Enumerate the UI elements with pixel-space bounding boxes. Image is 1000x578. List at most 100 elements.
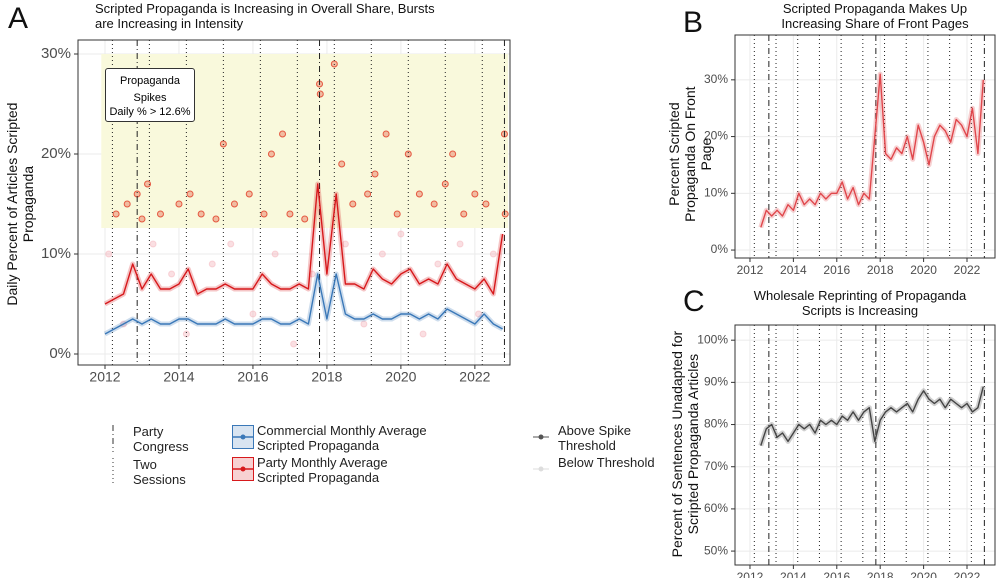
y-axis-label: Percent of Sentences Unadapted for Scrip… bbox=[668, 330, 701, 558]
legend-dot bbox=[538, 434, 544, 440]
x-tick-label: 2020 bbox=[910, 263, 937, 277]
y-tick-label: 30% bbox=[704, 72, 728, 86]
x-tick-label: 2012 bbox=[737, 263, 764, 277]
data-point bbox=[471, 190, 479, 198]
x-tick-label: 2018 bbox=[867, 263, 894, 277]
legend-swatch bbox=[232, 425, 254, 449]
data-point bbox=[105, 250, 113, 258]
x-tick-label: 2020 bbox=[910, 570, 937, 578]
series-line bbox=[104, 273, 503, 335]
y-tick-label: 20% bbox=[41, 145, 71, 162]
legend-swatch bbox=[232, 457, 254, 481]
data-point bbox=[168, 270, 176, 278]
data-point bbox=[279, 130, 287, 138]
x-tick-label: 2016 bbox=[823, 570, 850, 578]
data-point bbox=[197, 210, 205, 218]
data-point bbox=[301, 215, 309, 223]
y-tick-label: 0% bbox=[49, 345, 71, 362]
annotation-title: Propaganda Spikes bbox=[120, 75, 180, 104]
y-tick-label: 50% bbox=[704, 543, 728, 557]
series-line bbox=[760, 73, 984, 228]
y-tick-label: 20% bbox=[704, 129, 728, 143]
data-point bbox=[415, 190, 423, 198]
data-point bbox=[456, 240, 464, 248]
x-tick-label: 2012 bbox=[89, 369, 120, 385]
legend-label: Two Sessions bbox=[133, 457, 186, 487]
chart-title: Scripted Propaganda Makes Up Increasing … bbox=[781, 1, 969, 31]
data-point bbox=[419, 330, 427, 338]
data-point bbox=[371, 170, 379, 178]
annotation-text: Daily % > 12.6% bbox=[109, 106, 191, 118]
legend-label: Party Congress bbox=[133, 424, 189, 454]
series-line bbox=[104, 183, 504, 305]
data-point bbox=[316, 90, 324, 98]
x-tick-label: 2022 bbox=[954, 263, 981, 277]
y-tick-label: 10% bbox=[704, 185, 728, 199]
legend-dot bbox=[538, 466, 544, 472]
data-point bbox=[260, 210, 268, 218]
data-point bbox=[382, 130, 390, 138]
data-point bbox=[430, 200, 438, 208]
x-tick-label: 2022 bbox=[459, 369, 490, 385]
data-point bbox=[378, 250, 386, 258]
y-tick-label: 100% bbox=[697, 332, 728, 346]
data-point bbox=[208, 260, 216, 268]
legend-label: Below Threshold bbox=[558, 455, 655, 470]
plot-border bbox=[77, 39, 511, 366]
data-point bbox=[449, 150, 457, 158]
data-point bbox=[186, 190, 194, 198]
data-point bbox=[290, 340, 298, 348]
plot-panel bbox=[735, 35, 995, 258]
legend-label: Above Spike Threshold bbox=[558, 423, 631, 453]
y-tick-label: 10% bbox=[41, 245, 71, 262]
y-tick-label: 70% bbox=[704, 459, 728, 473]
plot-panel bbox=[735, 325, 995, 565]
x-tick-label: 2022 bbox=[954, 570, 981, 578]
data-point bbox=[434, 260, 442, 268]
data-point bbox=[393, 210, 401, 218]
chart-title: Wholesale Reprinting of Propaganda Scrip… bbox=[753, 288, 967, 318]
data-point bbox=[338, 160, 346, 168]
annotation-box: Propaganda Spikes Daily % > 12.6% bbox=[105, 68, 195, 122]
y-tick-label: 90% bbox=[704, 375, 728, 389]
data-point bbox=[267, 150, 275, 158]
data-point bbox=[149, 240, 157, 248]
x-tick-label: 2016 bbox=[237, 369, 268, 385]
data-point bbox=[501, 210, 509, 218]
data-point bbox=[156, 210, 164, 218]
y-tick-label: 60% bbox=[704, 501, 728, 515]
x-tick-label: 2014 bbox=[163, 369, 194, 385]
chart-title: Scripted Propaganda is Increasing in Ove… bbox=[95, 1, 435, 31]
data-point bbox=[489, 250, 497, 258]
legend-label: Commercial Monthly Average Scripted Prop… bbox=[257, 423, 427, 453]
x-tick-label: 2018 bbox=[867, 570, 894, 578]
x-tick-label: 2014 bbox=[780, 263, 807, 277]
panel-letter: A bbox=[8, 2, 29, 35]
series-line bbox=[760, 386, 984, 446]
data-point bbox=[482, 200, 490, 208]
data-point bbox=[360, 320, 368, 328]
x-tick-label: 2014 bbox=[780, 570, 807, 578]
data-point bbox=[271, 250, 279, 258]
y-axis-label: Daily Percent of Articles Scripted Propa… bbox=[3, 102, 36, 306]
data-point bbox=[249, 310, 257, 318]
data-point bbox=[475, 310, 483, 318]
panel-letter: C bbox=[683, 285, 705, 318]
x-tick-label: 2016 bbox=[823, 263, 850, 277]
data-point bbox=[138, 215, 146, 223]
x-tick-label: 2020 bbox=[385, 369, 416, 385]
plot-border bbox=[734, 324, 996, 566]
legend-dot bbox=[240, 466, 246, 472]
legend-dot bbox=[240, 434, 246, 440]
data-point bbox=[144, 180, 152, 188]
data-point bbox=[397, 230, 405, 238]
plot-border bbox=[734, 34, 996, 259]
y-tick-label: 30% bbox=[41, 45, 71, 62]
y-tick-label: 80% bbox=[704, 417, 728, 431]
data-point bbox=[349, 200, 357, 208]
y-axis-label: Percent Scripted Propaganda On Front Pag… bbox=[665, 86, 715, 222]
data-point bbox=[460, 210, 468, 218]
data-point bbox=[364, 190, 372, 198]
data-point bbox=[112, 210, 120, 218]
